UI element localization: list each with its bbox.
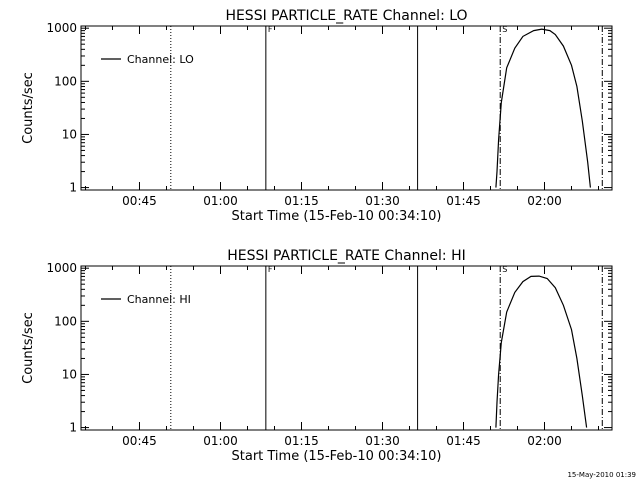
series-line	[495, 275, 588, 428]
chart-title: HESSI PARTICLE_RATE Channel: HI	[227, 248, 465, 264]
x-tick-label: 01:15	[284, 194, 319, 208]
legend-label: Channel: HI	[127, 293, 191, 306]
x-axis-label: Start Time (15-Feb-10 00:34:10)	[232, 449, 442, 464]
x-tick-label: 00:45	[122, 194, 157, 208]
x-tick-label: 00:45	[122, 434, 157, 448]
plot-frame	[80, 265, 613, 431]
y-tick-label: 10	[62, 367, 77, 381]
x-tick-label: 01:00	[203, 194, 238, 208]
x-tick-label: 01:30	[365, 434, 400, 448]
event-marker-label: F	[268, 265, 273, 274]
event-marker-label: S	[502, 25, 507, 34]
chart-title: HESSI PARTICLE_RATE Channel: LO	[225, 8, 467, 24]
x-tick-label: 01:45	[446, 194, 481, 208]
x-tick-label: 02:00	[527, 434, 562, 448]
legend-label: Channel: LO	[127, 53, 194, 66]
x-tick-label: 01:00	[203, 434, 238, 448]
y-tick-label: 1000	[46, 21, 77, 35]
x-tick-label: 02:00	[527, 194, 562, 208]
x-tick-label: 01:30	[365, 194, 400, 208]
x-axis-label: Start Time (15-Feb-10 00:34:10)	[232, 209, 442, 224]
plot-frame	[80, 25, 613, 191]
y-tick-label: 1	[69, 181, 77, 195]
y-tick-label: 100	[54, 74, 77, 88]
y-tick-label: 1000	[46, 261, 77, 275]
y-axis-label: Counts/sec	[21, 312, 36, 384]
series-line	[495, 28, 591, 188]
y-axis-label: Counts/sec	[21, 72, 36, 144]
y-tick-label: 100	[54, 314, 77, 328]
chart-panel-lo: HESSI PARTICLE_RATE Channel: LO 1 10 100 100…	[21, 8, 613, 224]
generation-timestamp: 15-May-2010 01:39	[567, 471, 636, 479]
y-tick-label: 1	[69, 421, 77, 435]
event-marker-label: F	[268, 25, 273, 34]
x-tick-label: 01:15	[284, 434, 319, 448]
y-tick-label: 10	[62, 127, 77, 141]
x-tick-label: 01:45	[446, 434, 481, 448]
chart-panel-hi: HESSI PARTICLE_RATE Channel: HI 1 10 100 100…	[21, 248, 613, 464]
event-marker-label: S	[502, 265, 507, 274]
